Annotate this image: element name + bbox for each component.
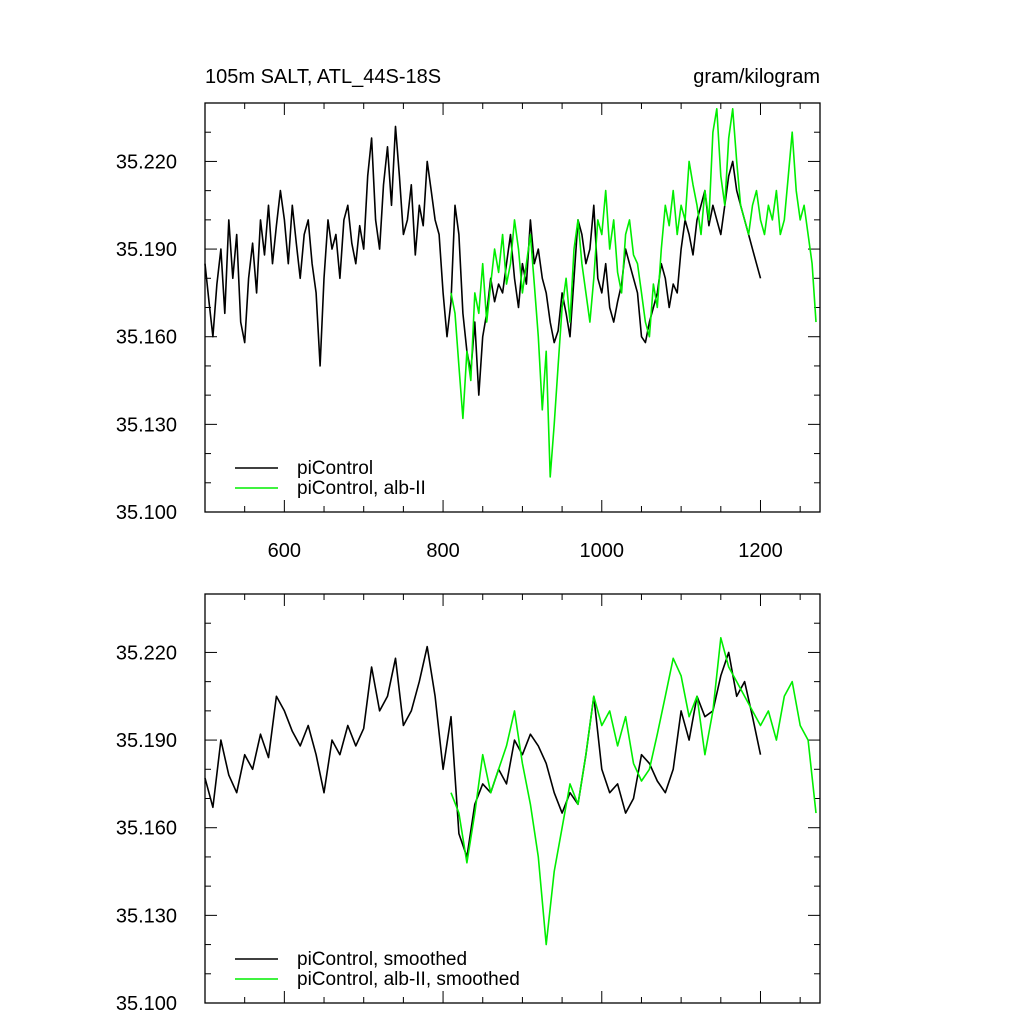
y-tick-label: 35.130 xyxy=(116,414,177,436)
series-line-1 xyxy=(204,645,762,858)
y-tick-label: 35.130 xyxy=(116,905,177,927)
legend-label-1: piControl, smoothed xyxy=(297,949,467,970)
y-tick-label: 35.100 xyxy=(116,502,177,524)
legend-label-2: piControl, alb-II, smoothed xyxy=(297,969,520,990)
y-tick-label: 35.160 xyxy=(116,818,177,840)
x-tick-label: 1000 xyxy=(580,540,625,562)
bottom-panel: 35.100 35.130 35.160 35.190 35.220 piControl… xyxy=(116,593,821,1015)
x-tick-label: 600 xyxy=(268,540,301,562)
top-panel-ticks xyxy=(204,102,820,513)
bottom-panel-tick-labels: 35.100 35.130 35.160 35.190 35.220 xyxy=(116,642,177,1015)
x-tick-label: 800 xyxy=(426,540,459,562)
y-tick-label: 35.190 xyxy=(116,730,177,752)
chart-title: 105m SALT, ATL_44S-18S xyxy=(205,66,441,88)
legend-label-1: piControl xyxy=(297,458,373,479)
y-tick-label: 35.100 xyxy=(116,993,177,1015)
series-line-1 xyxy=(204,125,762,396)
top-panel-frame xyxy=(204,102,821,513)
y-tick-label: 35.220 xyxy=(116,151,177,173)
legend-label-2: piControl, alb-II xyxy=(297,478,426,499)
top-panel-series xyxy=(204,108,817,478)
top-panel: 35.100 35.130 35.160 35.190 35.220 600 800 1000… xyxy=(116,102,821,562)
y-tick-label: 35.190 xyxy=(116,239,177,261)
y-tick-label: 35.160 xyxy=(116,327,177,349)
series-line-2 xyxy=(450,636,817,946)
series-line-2 xyxy=(450,108,817,478)
bottom-panel-frame xyxy=(204,593,821,1004)
y-tick-label: 35.220 xyxy=(116,642,177,664)
bottom-panel-ticks xyxy=(204,593,820,1004)
units-label: gram/kilogram xyxy=(693,66,820,88)
x-tick-label: 1200 xyxy=(738,540,783,562)
bottom-panel-series xyxy=(204,636,817,946)
top-panel-tick-labels: 35.100 35.130 35.160 35.190 35.220 600 800 1000… xyxy=(116,151,783,562)
